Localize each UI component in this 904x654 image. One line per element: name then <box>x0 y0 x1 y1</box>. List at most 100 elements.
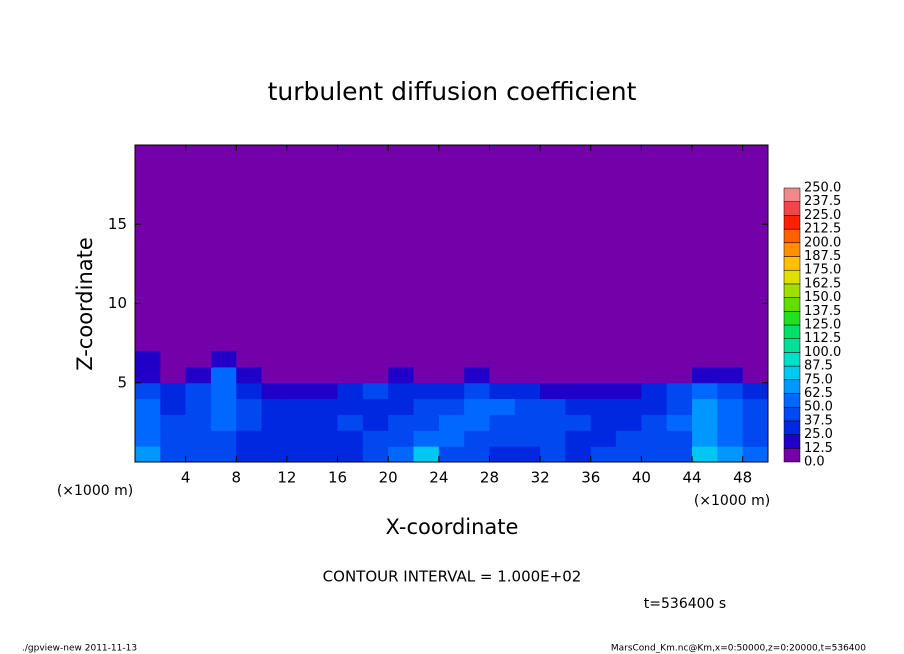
footer-right: MarsCond_Km.nc@Km,x=0:50000,z=0:20000,t=… <box>611 644 866 654</box>
heat-cell <box>438 398 465 415</box>
heat-cell <box>590 430 617 447</box>
x-tick-label: 36 <box>581 469 600 487</box>
heat-cell <box>438 382 465 400</box>
heat-cell <box>337 446 364 463</box>
heat-cell <box>286 366 313 384</box>
heat-cell <box>261 351 288 368</box>
heat-cell <box>540 351 566 368</box>
colorbar-swatch <box>783 311 801 326</box>
heat-cell <box>717 430 744 447</box>
heat-cell <box>692 446 718 463</box>
heat-cell <box>362 430 389 447</box>
heat-cell <box>641 398 668 415</box>
heat-cell <box>666 351 693 368</box>
heat-cell <box>236 382 263 400</box>
heat-cell <box>236 366 263 384</box>
heat-cell <box>185 366 212 384</box>
heat-cell <box>565 366 592 384</box>
heat-cell <box>438 366 465 384</box>
colorbar-swatch <box>783 393 801 408</box>
colorbar-label: 225.0 <box>804 208 841 223</box>
colorbar-label: 125.0 <box>804 318 841 333</box>
heat-cell <box>514 398 541 415</box>
heat-cell <box>641 414 668 431</box>
heat-cell <box>210 430 237 447</box>
heat-cell <box>261 382 288 400</box>
colorbar-swatch <box>783 324 801 339</box>
heat-cell <box>692 366 718 384</box>
heat-cell <box>641 351 668 368</box>
heat-cell <box>413 382 440 400</box>
heat-cell <box>666 446 693 463</box>
heat-cell <box>641 430 668 447</box>
colorbar-label: 0.0 <box>804 455 825 470</box>
heat-cell <box>413 430 440 447</box>
x-tick-label: 12 <box>277 469 296 487</box>
heat-cell <box>286 351 313 368</box>
heat-cell <box>312 398 339 415</box>
heat-cell <box>185 351 212 368</box>
x-tick-label: 44 <box>682 469 701 487</box>
heat-cell <box>312 430 339 447</box>
heat-cell <box>185 430 212 447</box>
heat-cell <box>717 351 744 368</box>
heat-cell <box>160 446 187 463</box>
heat-cell <box>514 366 541 384</box>
heat-cell <box>413 446 440 463</box>
colorbar-label: 237.5 <box>804 194 841 209</box>
x-tick-label: 4 <box>181 469 191 487</box>
heat-cell <box>261 414 288 431</box>
heat-cell <box>590 382 617 400</box>
heat-cell <box>616 382 642 400</box>
heat-cell <box>438 430 465 447</box>
heat-cell <box>717 446 744 463</box>
x-tick-label: 48 <box>733 469 752 487</box>
heat-cell <box>337 398 364 415</box>
colorbar-label: 50.0 <box>804 400 833 415</box>
heat-cell <box>742 351 769 368</box>
heat-cell <box>160 366 187 384</box>
heat-cell <box>210 366 237 384</box>
heat-cell <box>742 398 769 415</box>
heat-cell <box>261 430 288 447</box>
heat-cell <box>413 398 440 415</box>
colorbar-label: 137.5 <box>804 304 841 319</box>
heat-cell <box>362 414 389 431</box>
heat-cell <box>388 430 415 447</box>
heat-cell <box>590 398 617 415</box>
heat-cell <box>489 382 516 400</box>
colorbar-label: 100.0 <box>804 345 841 360</box>
heat-cell <box>236 430 263 447</box>
colorbar-swatch <box>783 434 801 449</box>
heat-cell <box>337 351 364 368</box>
heat-cell <box>514 446 541 463</box>
heat-cell <box>160 351 187 368</box>
heat-cell <box>514 382 541 400</box>
heat-cell <box>616 398 642 415</box>
heat-cell <box>590 414 617 431</box>
heat-cell <box>565 382 592 400</box>
heat-cell <box>438 351 465 368</box>
heat-cell <box>286 398 313 415</box>
colorbar-swatch <box>783 187 801 202</box>
colorbar-swatch <box>783 448 801 463</box>
colorbar-label: 212.5 <box>804 222 841 237</box>
colorbar-label: 87.5 <box>804 359 833 374</box>
heat-cell <box>362 351 389 368</box>
heat-cell <box>616 446 642 463</box>
colorbar-swatch <box>783 269 801 285</box>
heat-cell <box>666 366 693 384</box>
heat-cell <box>464 430 490 447</box>
colorbar-swatch <box>783 242 801 257</box>
heat-cell <box>616 430 642 447</box>
colorbar-swatch <box>783 352 801 367</box>
heat-cell <box>388 414 415 431</box>
heat-cell <box>540 398 566 415</box>
heat-cell <box>742 446 769 463</box>
time-label: t=536400 s <box>644 596 726 612</box>
heat-cell <box>312 366 339 384</box>
heat-cell <box>236 446 263 463</box>
heat-cell <box>565 430 592 447</box>
heat-cell <box>616 351 642 368</box>
colorbar-label: 250.0 <box>804 181 841 196</box>
